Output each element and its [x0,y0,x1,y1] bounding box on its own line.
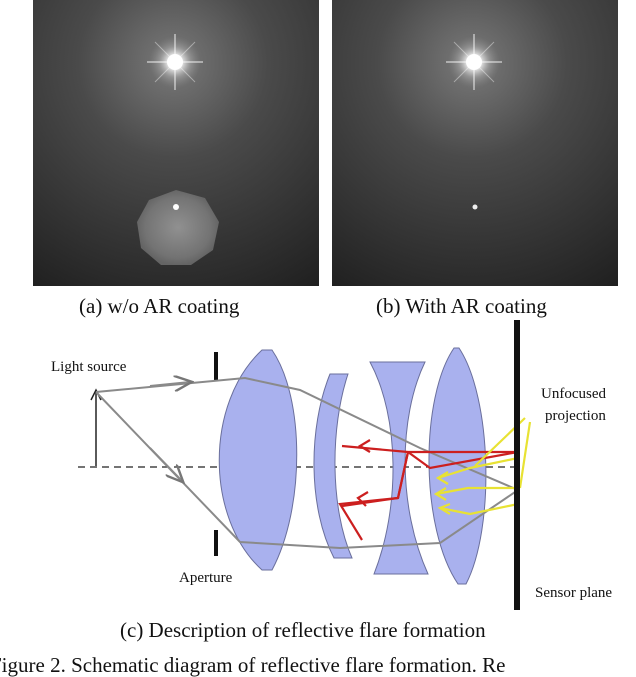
light-source-glow [446,34,502,90]
ghost-flare [137,190,219,265]
aperture-bottom [214,530,218,556]
figure-caption: Figure 2. Schematic diagram of reflectiv… [0,653,506,677]
caption-panel-b: (b) With AR coating [376,294,547,318]
caption-panel-c: (c) Description of reflective flare form… [120,618,486,642]
label-unfocused: Unfocused [541,386,606,402]
light-source-glow [147,34,203,90]
lens-1 [218,349,298,571]
caption-panel-a: (a) w/o AR coating [79,294,240,318]
sensor-plane [514,320,520,610]
red-rays [338,439,519,541]
label-sensor-plane: Sensor plane [535,585,612,601]
lens-4 [428,347,487,585]
flare-formation-diagram: Light source Aperture Unfocused projecti… [51,320,612,610]
label-aperture: Aperture [179,570,233,586]
photo-with-ar-coating [332,0,618,286]
ghost-point [472,204,478,210]
aperture-top [214,352,218,380]
photo-without-ar-coating [33,0,319,286]
lens-2 [313,373,353,559]
light-source-arrow [90,388,102,466]
label-light-source: Light source [51,359,127,375]
gray-rays [95,378,519,550]
lens-3 [369,361,429,575]
label-projection: projection [545,408,606,424]
